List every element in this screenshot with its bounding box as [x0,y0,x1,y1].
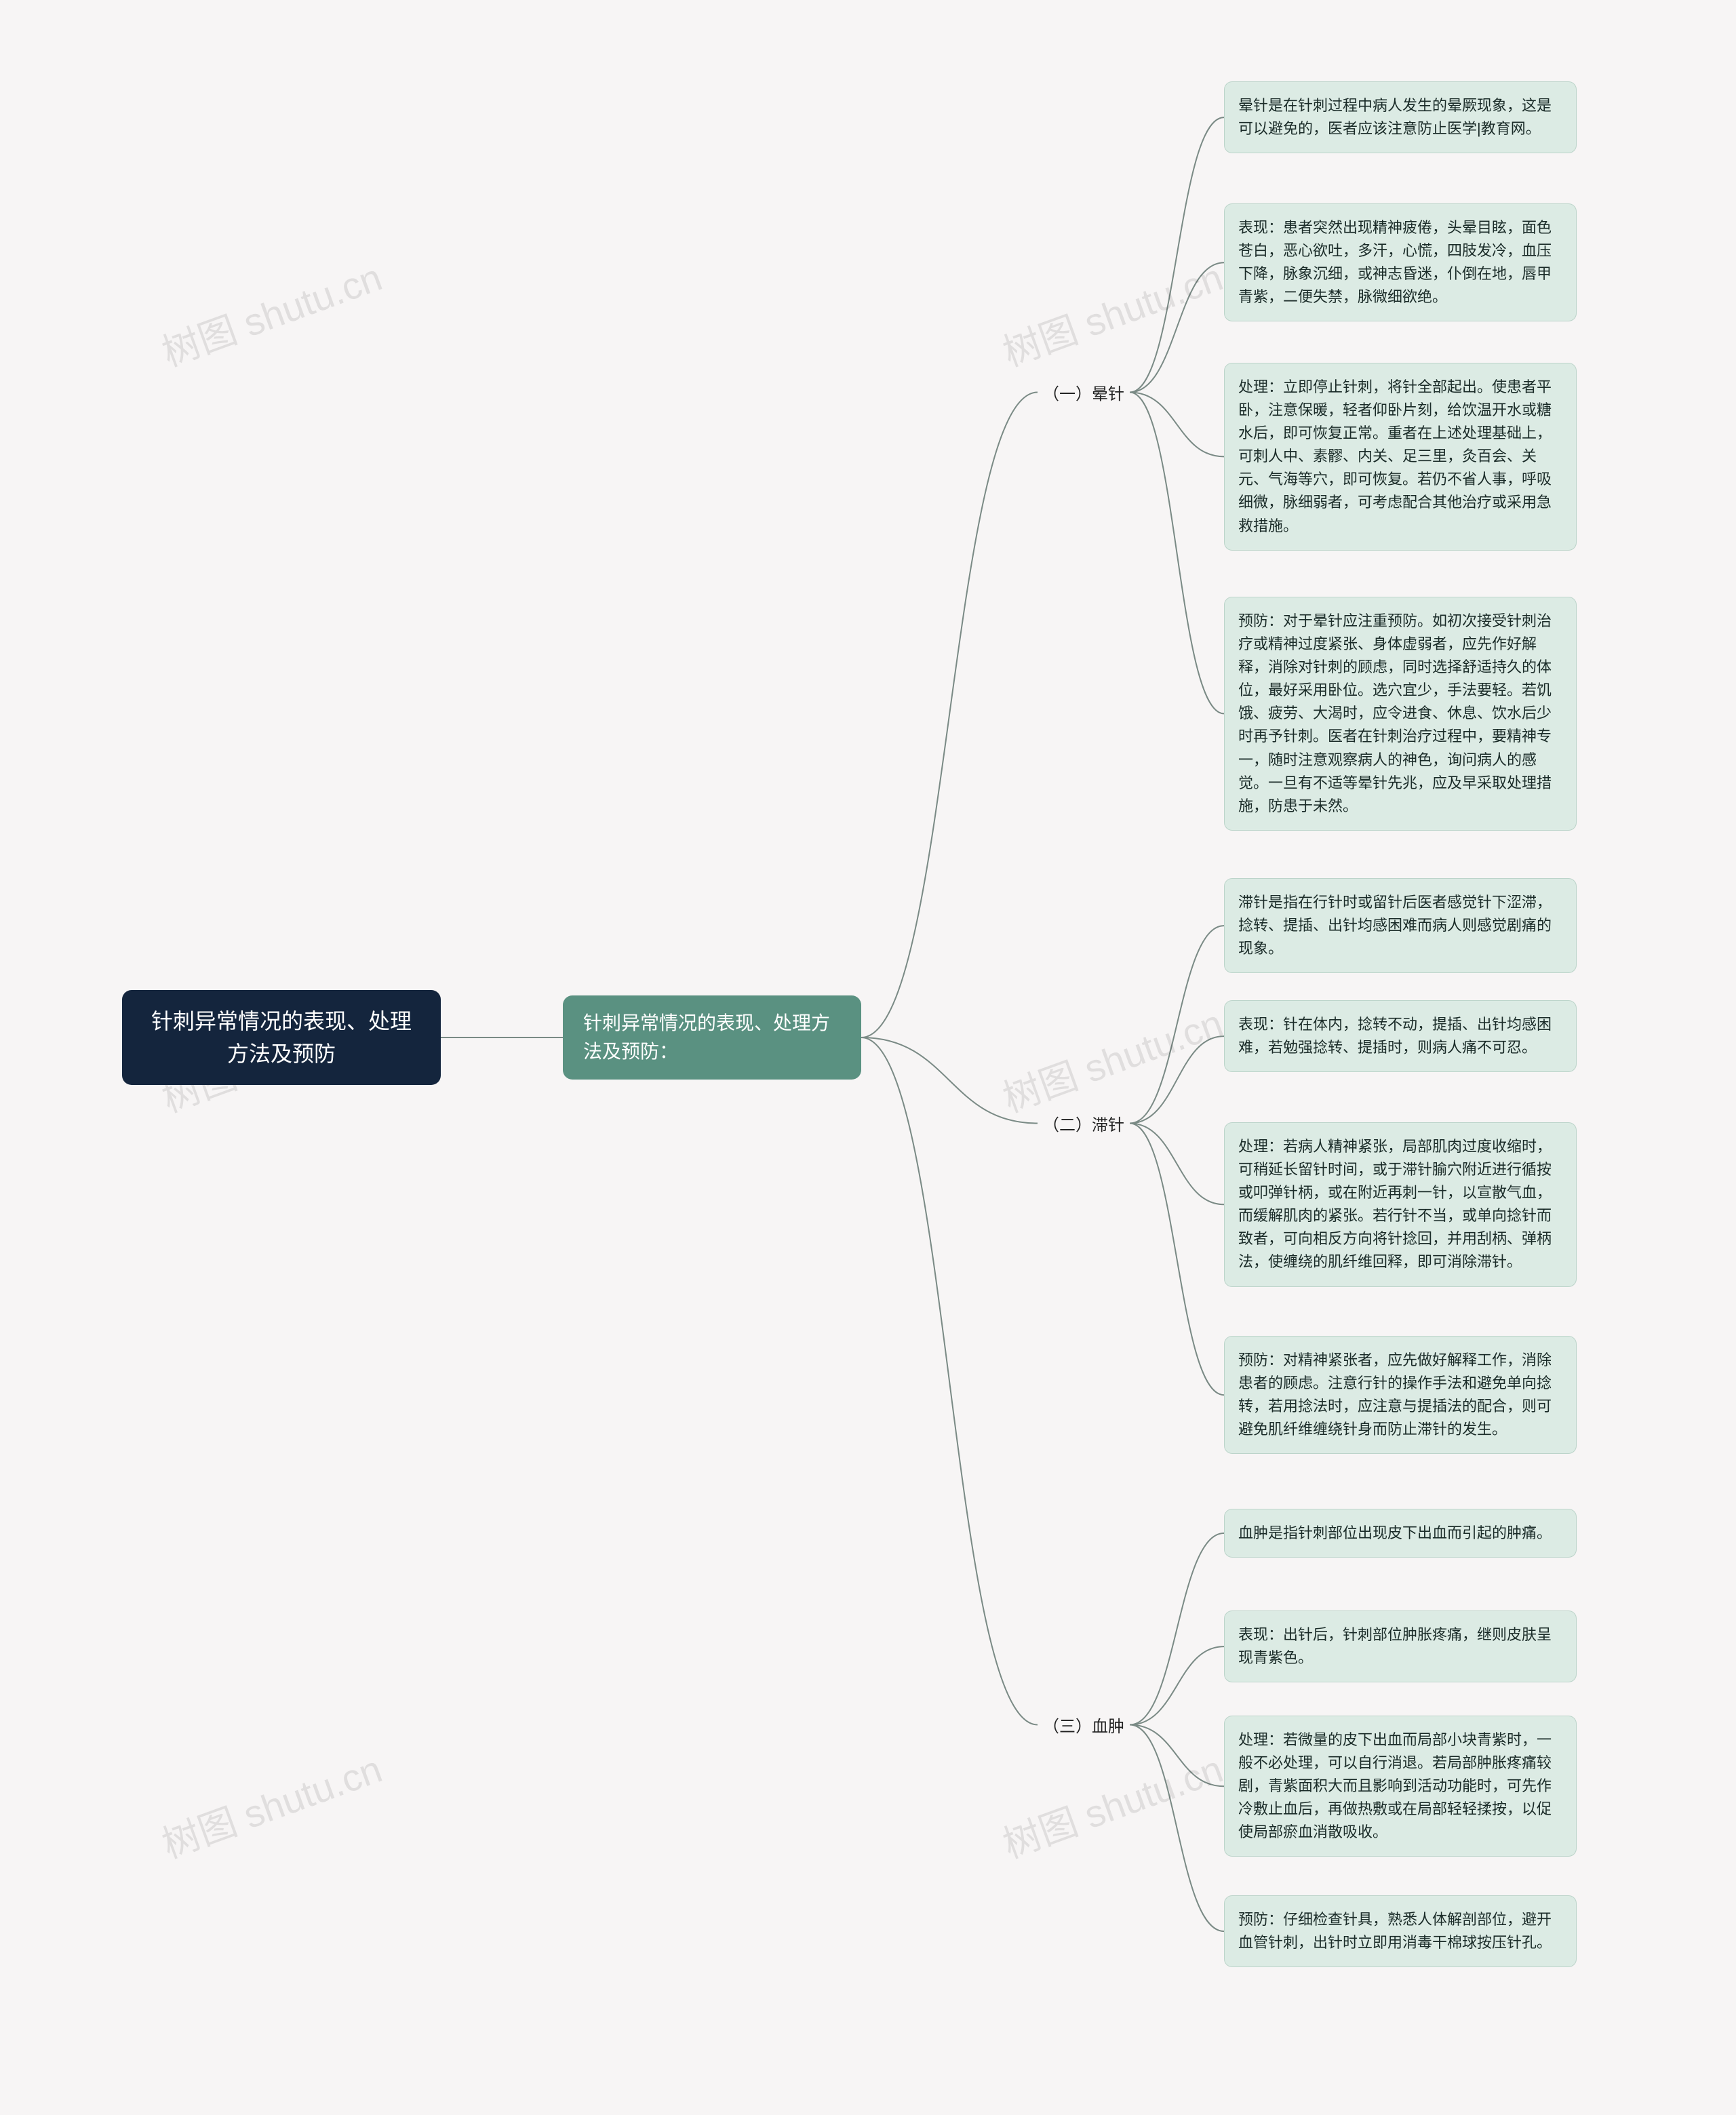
watermark: 树图 shutu.cn [153,247,389,377]
leaf-node: 血肿是指针刺部位出现皮下出血而引起的肿痛。 [1224,1509,1577,1558]
leaf-node: 处理：立即停止针刺，将针全部起出。使患者平卧，注意保暖，轻者仰卧片刻，给饮温开水… [1224,363,1577,551]
leaf-node: 预防：仔细检查针具，熟悉人体解剖部位，避开血管针刺，出针时立即用消毒干棉球按压针… [1224,1895,1577,1967]
section-3: （三）血肿 [1038,1709,1130,1741]
leaf-node: 处理：若微量的皮下出血而局部小块青紫时，一般不必处理，可以自行消退。若局部肿胀疼… [1224,1716,1577,1857]
watermark: 树图 shutu.cn [994,247,1229,377]
leaf-node: 表现：针在体内，捻转不动，提插、出针均感困难，若勉强捻转、提插时，则病人痛不可忍… [1224,1000,1577,1072]
leaf-node: 表现：患者突然出现精神疲倦，头晕目眩，面色苍白，恶心欲吐，多汗，心慌，四肢发冷，… [1224,203,1577,321]
watermark: 树图 shutu.cn [994,993,1229,1123]
section-1: （一）晕针 [1038,376,1130,408]
leaf-node: 滞针是指在行针时或留针后医者感觉针下涩滞，捻转、提插、出针均感困难而病人则感觉剧… [1224,878,1577,973]
leaf-node: 表现：出针后，针刺部位肿胀疼痛，继则皮肤呈现青紫色。 [1224,1610,1577,1682]
level2-node: 针刺异常情况的表现、处理方法及预防： [563,995,861,1080]
root-node: 针刺异常情况的表现、处理方法及预防 [122,990,441,1085]
watermark: 树图 shutu.cn [153,1739,389,1869]
leaf-node: 处理：若病人精神紧张，局部肌肉过度收缩时，可稍延长留针时间，或于滞针腧穴附近进行… [1224,1122,1577,1287]
leaf-node: 晕针是在针刺过程中病人发生的晕厥现象，这是可以避免的，医者应该注意防止医学|教育… [1224,81,1577,153]
watermark: 树图 shutu.cn [994,1739,1229,1869]
section-2: （二）滞针 [1038,1107,1130,1139]
leaf-node: 预防：对精神紧张者，应先做好解释工作，消除患者的顾虑。注意行针的操作手法和避免单… [1224,1336,1577,1454]
leaf-node: 预防：对于晕针应注重预防。如初次接受针刺治疗或精神过度紧张、身体虚弱者，应先作好… [1224,597,1577,831]
